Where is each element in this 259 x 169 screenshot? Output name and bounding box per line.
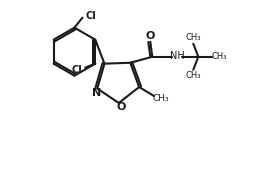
Text: NH: NH	[170, 51, 185, 61]
Text: CH₃: CH₃	[185, 71, 201, 80]
Text: O: O	[146, 31, 155, 41]
Text: Cl: Cl	[72, 65, 83, 75]
Text: CH₃: CH₃	[153, 94, 169, 103]
Text: CH₃: CH₃	[185, 33, 201, 42]
Text: O: O	[116, 102, 125, 112]
Text: N: N	[92, 88, 101, 98]
Text: Cl: Cl	[85, 11, 96, 21]
Text: CH₃: CH₃	[212, 52, 227, 61]
